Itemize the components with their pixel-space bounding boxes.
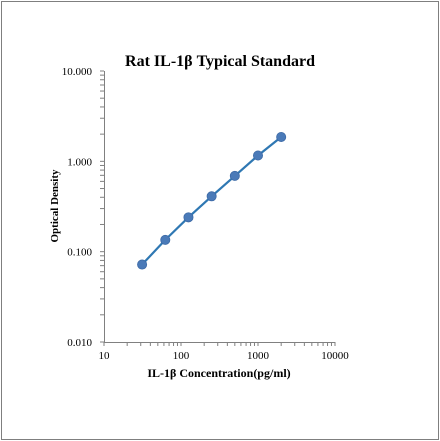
chart-title: Rat IL-1β Typical Standard	[125, 53, 315, 70]
data-point	[252, 150, 263, 161]
x-tick-label: 100	[173, 350, 190, 362]
x-tick-labels: 10 100 1000 10000	[99, 350, 350, 362]
data-point	[160, 234, 171, 245]
data-point	[229, 170, 240, 181]
y-tick-label: 0.010	[67, 337, 92, 349]
data-point	[206, 191, 217, 202]
y-tick-label: 1.000	[67, 156, 92, 168]
x-tick-label: 1000	[247, 350, 270, 362]
data-point	[137, 259, 148, 270]
data-point	[183, 212, 194, 223]
x-tick-label: 10000	[321, 350, 349, 362]
series-points	[137, 131, 287, 270]
y-tick-label: 0.100	[67, 247, 92, 259]
x-tick-label: 10	[99, 350, 111, 362]
y-minor-ticks	[100, 70, 104, 343]
x-axis-label: IL-1β Concentration(pg/ml)	[147, 366, 290, 380]
data-point	[276, 131, 287, 142]
y-axis-label: Optical Density	[49, 169, 61, 243]
y-tick-label: 10.000	[62, 66, 93, 78]
y-tick-labels: 0.010 0.100 1.000 10.000	[62, 66, 93, 349]
x-minor-ticks	[103, 342, 336, 346]
plot-area: 0.010 0.100 1.000 10.000 10 100 1000 10000	[62, 66, 350, 362]
